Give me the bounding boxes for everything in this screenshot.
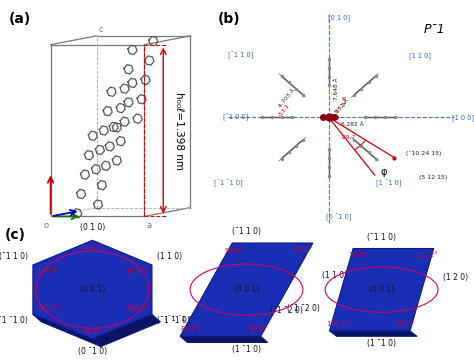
Text: (1 ¯1 0): (1 ¯1 0) <box>367 339 396 348</box>
Text: (c): (c) <box>5 228 26 242</box>
Polygon shape <box>329 248 434 331</box>
Text: 99.8°: 99.8° <box>225 248 244 253</box>
Text: 5.182 Å: 5.182 Å <box>332 97 350 118</box>
Text: (0 0 1): (0 0 1) <box>80 285 105 294</box>
Text: [1 ¯1 0]: [1 ¯1 0] <box>376 180 401 187</box>
Text: [¯1 ¯1 0]: [¯1 ¯1 0] <box>214 180 243 187</box>
Text: [¯1 1 0]: [¯1 1 0] <box>228 52 253 60</box>
Text: -49.9: -49.9 <box>328 108 341 123</box>
Text: 4.703 Å: 4.703 Å <box>278 88 296 109</box>
Text: [1 1 0]: [1 1 0] <box>409 52 431 59</box>
Text: a: a <box>146 221 152 230</box>
Text: (b): (b) <box>218 12 241 26</box>
Text: o: o <box>44 221 48 230</box>
Text: -53.1: -53.1 <box>277 103 291 117</box>
Text: [1 0 0]: [1 0 0] <box>452 114 474 121</box>
Text: 99.6°: 99.6° <box>83 329 102 335</box>
Text: 103.3°: 103.3° <box>125 268 149 274</box>
Text: 101.2°: 101.2° <box>326 321 349 327</box>
Polygon shape <box>180 336 268 343</box>
Text: -29.7: -29.7 <box>341 135 356 140</box>
Text: 78.0°: 78.0° <box>396 321 415 327</box>
Text: 7.648 Å: 7.648 Å <box>334 77 338 100</box>
Text: [0 ¯1 0]: [0 ¯1 0] <box>326 213 351 221</box>
Text: (¯1 ¯1 0): (¯1 ¯1 0) <box>0 316 28 325</box>
Text: 101.2°: 101.2° <box>414 252 438 258</box>
Text: c: c <box>99 25 103 34</box>
Text: 6.282 Å: 6.282 Å <box>341 122 364 127</box>
Text: (0 1 0): (0 1 0) <box>80 223 105 232</box>
Text: (¯1 1 0): (¯1 1 0) <box>367 232 396 242</box>
Text: 101.9°: 101.9° <box>36 305 60 311</box>
Text: (5 12 15): (5 12 15) <box>419 175 447 180</box>
Polygon shape <box>180 243 313 336</box>
Text: (1 1 0): (1 1 0) <box>322 271 347 280</box>
Text: 123.3°: 123.3° <box>81 245 104 251</box>
Text: (1 2 0): (1 2 0) <box>443 273 468 282</box>
Text: P¯1: P¯1 <box>424 23 446 36</box>
Polygon shape <box>33 314 101 347</box>
Text: 126.6°: 126.6° <box>36 268 60 274</box>
Text: 99.8°: 99.8° <box>249 326 268 332</box>
Text: (a): (a) <box>9 12 31 26</box>
Text: (¯1 ¯2 0): (¯1 ¯2 0) <box>270 306 303 315</box>
Text: [0 1 0]: [0 1 0] <box>328 14 350 21</box>
Text: [¯1 0 0]: [¯1 0 0] <box>223 114 248 121</box>
Text: (¯1 ¯1 0): (¯1 ¯1 0) <box>165 316 196 323</box>
Text: 80.2°: 80.2° <box>181 326 200 332</box>
Text: (0 0 1): (0 0 1) <box>369 285 394 294</box>
Text: (1 ¯1 0): (1 ¯1 0) <box>232 344 261 353</box>
Text: (1 1 0): (1 1 0) <box>157 252 182 261</box>
Text: h₀₀ℓ=1.398 nm: h₀₀ℓ=1.398 nm <box>173 92 183 170</box>
Text: (0 0 1): (0 0 1) <box>234 285 259 294</box>
Polygon shape <box>92 314 161 347</box>
Text: (0 ¯1 0): (0 ¯1 0) <box>78 347 107 356</box>
Text: 78.0°: 78.0° <box>348 252 367 258</box>
Text: (¯1 ¯2 0): (¯1 ¯2 0) <box>287 304 320 313</box>
Text: (¯10 24 15): (¯10 24 15) <box>406 151 442 156</box>
Text: φ: φ <box>381 168 387 177</box>
Text: (¯1 1 0): (¯1 1 0) <box>232 227 261 236</box>
Polygon shape <box>329 331 417 336</box>
Text: -4.6: -4.6 <box>342 95 347 106</box>
Text: 80.2°: 80.2° <box>293 247 312 253</box>
Text: (¯1 ¯1 0): (¯1 ¯1 0) <box>157 316 190 325</box>
Polygon shape <box>33 240 152 339</box>
Text: 128.0°: 128.0° <box>125 305 149 311</box>
Text: (¯1 1 0): (¯1 1 0) <box>0 252 28 261</box>
